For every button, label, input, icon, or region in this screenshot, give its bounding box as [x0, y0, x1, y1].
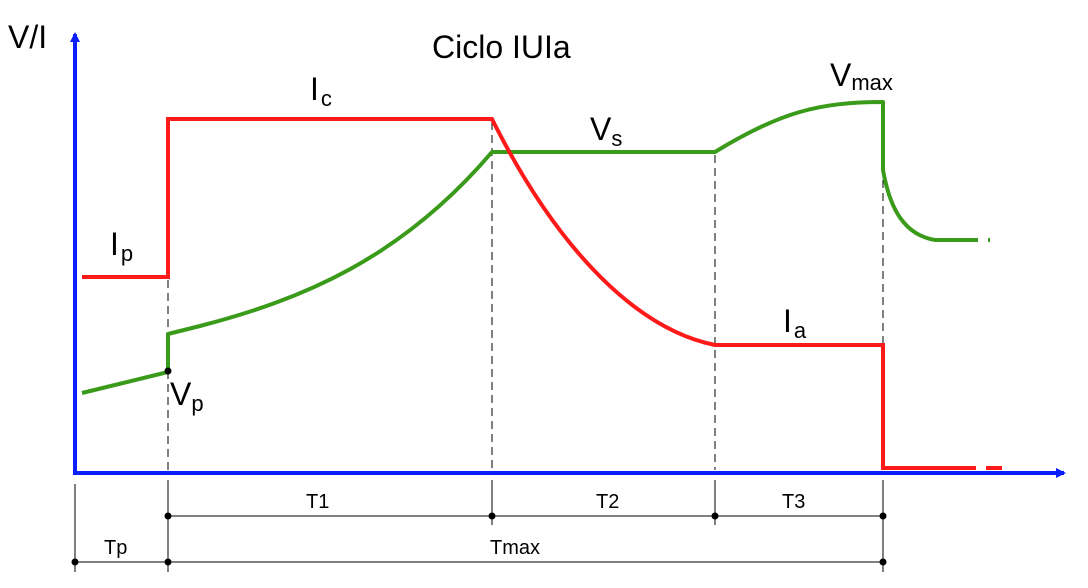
- current-curve-main: [82, 117, 958, 470]
- y-axis-label: V/I: [8, 19, 47, 55]
- phase-label-tmax: Tmax: [490, 537, 540, 559]
- label-vmax-main: V: [830, 57, 852, 93]
- label-ic-sub: c: [321, 86, 332, 111]
- dim-dot: [164, 512, 172, 520]
- label-ia: Ia: [783, 303, 807, 343]
- label-ic-main: I: [310, 71, 319, 107]
- label-vs-sub: s: [611, 126, 622, 151]
- label-vp: Vp: [170, 376, 204, 416]
- dim-dot: [164, 558, 172, 566]
- label-vp-main: V: [170, 376, 192, 412]
- phase-label-t1: T1: [306, 491, 329, 513]
- dim-dot: [879, 558, 887, 566]
- label-vmax-sub: max: [851, 70, 893, 95]
- current-curve: [82, 117, 1002, 470]
- diagram-title: Ciclo IUIa: [432, 29, 571, 65]
- dim-dot: [71, 558, 79, 566]
- label-ip-sub: p: [121, 241, 133, 266]
- phase-guides: [167, 102, 884, 470]
- label-vs-main: V: [590, 111, 612, 147]
- label-ic: Ic: [310, 71, 332, 111]
- axes: [70, 32, 1066, 478]
- label-ia-main: I: [783, 303, 792, 339]
- phase-label-t3: T3: [782, 491, 805, 513]
- label-vs: Vs: [590, 111, 622, 151]
- dim-dot: [711, 512, 719, 520]
- voltage-curve-main: [81, 100, 960, 395]
- voltage-curve: [81, 100, 990, 395]
- dim-dot: [488, 512, 496, 520]
- vp-point: [164, 367, 172, 375]
- label-vmax: Vmax: [830, 57, 893, 95]
- label-vp-sub: p: [191, 391, 203, 416]
- phase-label-t2: T2: [596, 491, 619, 513]
- dim-dot: [879, 512, 887, 520]
- label-ip: Ip: [110, 226, 133, 266]
- label-ia-sub: a: [794, 318, 807, 343]
- timing-dimensions: [74, 480, 884, 572]
- phase-label-tp: Tp: [104, 537, 127, 559]
- dimension-dots: [71, 512, 887, 566]
- label-ip-main: I: [110, 226, 119, 262]
